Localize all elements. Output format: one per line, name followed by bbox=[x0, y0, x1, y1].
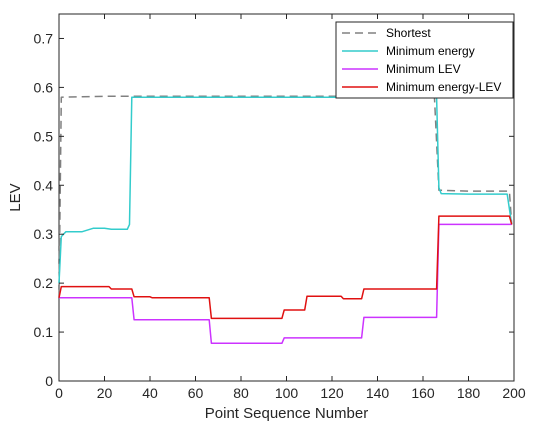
tick-labels: 0 20 40 60 80 100 120 140 160 180 200 0 0.1 0.2 0.3 0.4… bbox=[34, 30, 526, 401]
y-tick-label: 0.1 bbox=[34, 324, 54, 340]
legend-label-3: Minimum energy-LEV bbox=[386, 80, 501, 94]
y-tick-label: 0.2 bbox=[34, 275, 54, 291]
x-axis-label: Point Sequence Number bbox=[205, 405, 368, 422]
x-tick-label: 160 bbox=[411, 385, 435, 401]
x-tick-label: 40 bbox=[142, 385, 158, 401]
x-tick-label: 120 bbox=[320, 385, 344, 401]
x-tick-label: 180 bbox=[457, 385, 481, 401]
legend: Shortest Minimum energy Minimum LEV Minimum… bbox=[335, 21, 514, 99]
series-layer bbox=[58, 95, 513, 345]
y-tick-label: 0.3 bbox=[34, 226, 54, 242]
x-tick-label: 80 bbox=[233, 385, 249, 401]
x-tick-label: 100 bbox=[275, 385, 299, 401]
series-line-1 bbox=[58, 96, 513, 284]
legend-label-2: Minimum LEV bbox=[386, 62, 461, 76]
y-tick-label: 0 bbox=[45, 373, 53, 389]
y-tick-label: 0.4 bbox=[34, 177, 54, 193]
y-tick-label: 0.5 bbox=[34, 128, 54, 144]
y-tick-label: 0.6 bbox=[34, 79, 54, 95]
series-line-2 bbox=[59, 223, 512, 345]
axes bbox=[58, 14, 515, 382]
legend-label-0: Shortest bbox=[386, 26, 431, 40]
x-tick-label: 200 bbox=[502, 385, 526, 401]
series-line-3 bbox=[58, 215, 513, 320]
x-tick-label: 20 bbox=[97, 385, 113, 401]
y-axis-label: LEV bbox=[7, 183, 24, 211]
legend-label-1: Minimum energy bbox=[386, 44, 475, 58]
series-line-0 bbox=[58, 95, 513, 298]
x-tick-label: 0 bbox=[55, 385, 63, 401]
legend-box bbox=[335, 21, 514, 99]
x-tick-label: 140 bbox=[366, 385, 390, 401]
x-tick-label: 60 bbox=[188, 385, 204, 401]
y-tick-label: 0.7 bbox=[34, 30, 54, 46]
